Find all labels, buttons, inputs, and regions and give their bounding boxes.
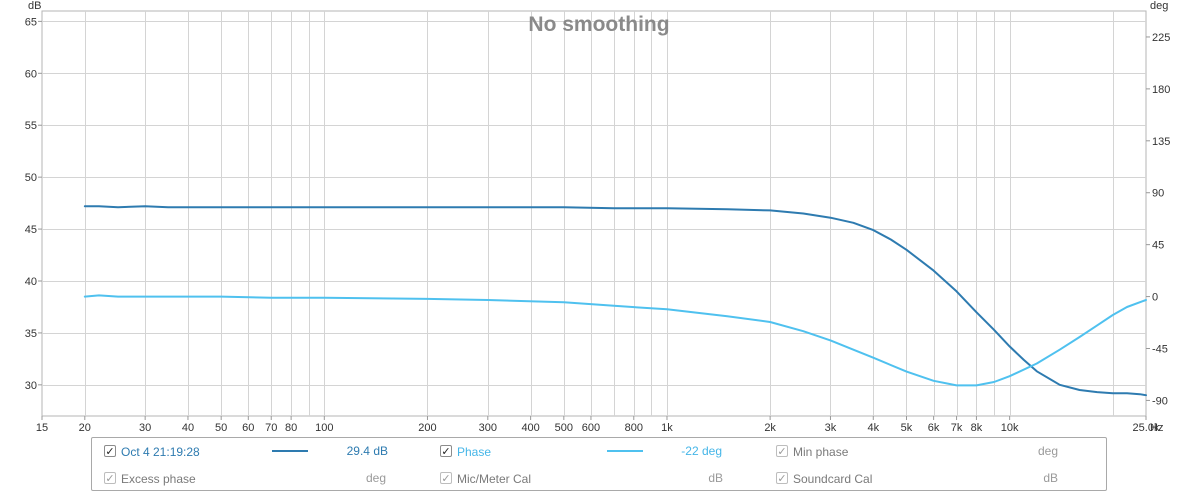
- legend-label-mic-meter-cal: Mic/Meter Cal: [457, 471, 532, 486]
- y-right-axis-ticks: -90 -45 0 45 90 135 180 225: [1146, 32, 1170, 407]
- checkbox-phase[interactable]: ✓: [440, 444, 452, 458]
- y-left-unit: dB: [28, 0, 41, 12]
- series-line-phase: [83, 294, 1147, 387]
- legend-swatch-measurement: [272, 450, 308, 452]
- legend-item-soundcard-cal[interactable]: ✓ Soundcard Cal: [776, 465, 872, 491]
- x-tick-label: 5k: [901, 422, 913, 434]
- legend-row-2: ✓ Excess phase deg ✓ Mic/Meter Cal dB ✓ Sou…: [92, 465, 1106, 491]
- x-tick-label: 200: [418, 422, 436, 434]
- x-tick-label: 30: [139, 422, 151, 434]
- legend-label-phase: Phase: [457, 444, 492, 459]
- x-tick-label: 70: [265, 422, 277, 434]
- x-tick-label: 50: [215, 422, 227, 434]
- y-right-tick-label: 45: [1152, 240, 1164, 252]
- legend-panel: ✓ Oct 4 21:19:28 29.4 dB ✓ Phase -22 deg ✓…: [91, 437, 1107, 491]
- y-left-tick-label: 55: [25, 120, 37, 132]
- x-tick-label: 400: [521, 422, 539, 434]
- x-tick-label: 100: [315, 422, 333, 434]
- checkbox-soundcard-cal[interactable]: ✓: [776, 471, 788, 485]
- x-unit: Hz: [1150, 422, 1163, 434]
- y-right-tick-label: 135: [1152, 136, 1170, 148]
- legend-value-soundcard-cal: dB: [1043, 471, 1058, 485]
- x-tick-label: 60: [242, 422, 254, 434]
- legend-label-soundcard-cal: Soundcard Cal: [793, 471, 873, 486]
- x-tick-label: 8k: [971, 422, 983, 434]
- legend-value-mic-meter-cal: dB: [708, 471, 723, 485]
- y-left-tick-label: 45: [25, 224, 37, 236]
- x-tick-label: 6k: [928, 422, 940, 434]
- legend-value-min-phase: deg: [1037, 444, 1058, 458]
- y-right-tick-label: -90: [1152, 395, 1168, 407]
- y-left-tick-label: 50: [25, 172, 37, 184]
- legend-item-mic-meter-cal[interactable]: ✓ Mic/Meter Cal: [440, 465, 531, 491]
- x-tick-label: 1k: [661, 422, 673, 434]
- y-left-tick-label: 40: [25, 276, 37, 288]
- legend-item-measurement[interactable]: ✓ Oct 4 21:19:28: [104, 438, 200, 464]
- y-left-axis-ticks: 30 35 40 45 50 55 60 65: [25, 16, 42, 392]
- y-right-tick-label: -45: [1152, 344, 1168, 356]
- x-axis-ticks: 15 20 30 40 50 60 70 80 100 200 300 400 500 600 800 1k 2…: [36, 416, 1160, 434]
- x-tick-label: 600: [582, 422, 600, 434]
- y-left-tick-label: 35: [25, 328, 37, 340]
- legend-label-measurement: Oct 4 21:19:28: [121, 444, 200, 459]
- y-left-tick-label: 60: [25, 68, 37, 80]
- y-right-tick-label: 225: [1152, 32, 1170, 44]
- legend-row-1: ✓ Oct 4 21:19:28 29.4 dB ✓ Phase -22 deg ✓…: [92, 438, 1106, 464]
- x-tick-label: 80: [285, 422, 297, 434]
- x-tick-label: 4k: [867, 422, 879, 434]
- x-tick-label: 300: [479, 422, 497, 434]
- x-tick-label: 7k: [951, 422, 963, 434]
- x-tick-label: 40: [182, 422, 194, 434]
- legend-value-phase: -22 deg: [681, 444, 722, 458]
- x-tick-label: 25.0k: [1133, 422, 1160, 434]
- checkbox-mic-meter-cal[interactable]: ✓: [440, 471, 452, 485]
- x-tick-label: 10k: [1001, 422, 1019, 434]
- y-right-tick-label: 0: [1152, 292, 1158, 304]
- legend-item-excess-phase[interactable]: ✓ Excess phase: [104, 465, 196, 491]
- y-right-tick-label: 90: [1152, 188, 1164, 200]
- plot-area: [41, 10, 1147, 417]
- legend-item-min-phase[interactable]: ✓ Min phase: [776, 438, 848, 464]
- y-right-tick-label: 180: [1152, 84, 1170, 96]
- frequency-response-chart: 15 20 30 40 50 60 70 80 100 200 300 400 500 600 800 1k 2…: [25, 0, 1171, 434]
- y-right-unit: deg: [1150, 0, 1168, 12]
- legend-value-excess-phase: deg: [365, 471, 386, 485]
- checkbox-measurement[interactable]: ✓: [104, 444, 116, 458]
- y-left-tick-label: 65: [25, 16, 37, 28]
- legend-label-excess-phase: Excess phase: [121, 471, 196, 486]
- series-line-magnitude: [83, 205, 1147, 397]
- legend-swatch-phase: [607, 450, 643, 452]
- legend-value-measurement: 29.4 dB: [346, 444, 388, 458]
- y-left-tick-label: 30: [25, 380, 37, 392]
- legend-label-min-phase: Min phase: [793, 444, 849, 459]
- x-tick-label: 500: [555, 422, 573, 434]
- legend-item-phase[interactable]: ✓ Phase: [440, 438, 491, 464]
- checkbox-min-phase[interactable]: ✓: [776, 444, 788, 458]
- chart-title: No smoothing: [528, 13, 669, 36]
- x-tick-label: 15: [36, 422, 48, 434]
- x-tick-label: 20: [79, 422, 91, 434]
- x-tick-label: 2k: [764, 422, 776, 434]
- x-tick-label: 800: [625, 422, 643, 434]
- checkbox-excess-phase[interactable]: ✓: [104, 471, 116, 485]
- x-tick-label: 3k: [825, 422, 837, 434]
- series-lines: [83, 205, 1147, 397]
